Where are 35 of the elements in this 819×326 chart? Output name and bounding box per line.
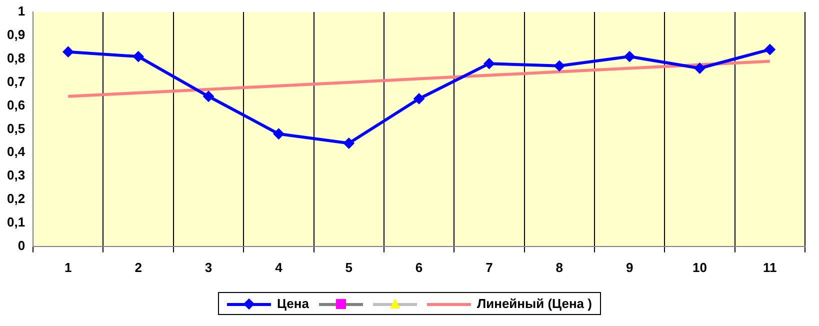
y-tick-label: 0,5 [6,120,26,136]
point [484,58,495,70]
y-tick-label: 0,4 [6,144,26,160]
y-tick-label: 0,8 [6,50,26,66]
y-tick-label: 0,1 [6,214,26,230]
point [694,62,706,74]
y-tick-label: 0 [18,238,26,253]
point [764,44,776,56]
point [62,46,74,58]
y-tick-label: 0,3 [6,168,26,183]
legend-label: Линейный (Цена ) [476,296,592,311]
legend-label: Цена [277,296,309,311]
point [343,138,354,149]
x-tick-label: 6 [415,260,423,275]
point [132,51,144,62]
point [414,93,425,104]
x-tick-label: 10 [692,260,707,275]
x-tick-label: 3 [204,260,212,275]
point [554,60,565,72]
x-tick-label: 5 [345,260,352,275]
point [273,128,284,140]
point [624,51,636,62]
point [203,90,214,102]
x-tick-label: 8 [556,260,564,275]
x-tick-label: 1 [64,260,72,275]
x-tick-label: 7 [486,260,493,275]
x-tick-label: 9 [626,260,634,275]
x-tick-label: 2 [134,260,142,275]
x-tick-label: 11 [763,260,777,275]
y-tick-label: 1 [18,4,26,19]
y-tick-label: 0,9 [6,27,26,42]
y-tick-label: 0,6 [6,97,26,112]
x-tick-label: 4 [275,260,284,275]
y-tick-label: 0,7 [6,74,26,89]
y-tick-label: 0,2 [6,191,26,206]
